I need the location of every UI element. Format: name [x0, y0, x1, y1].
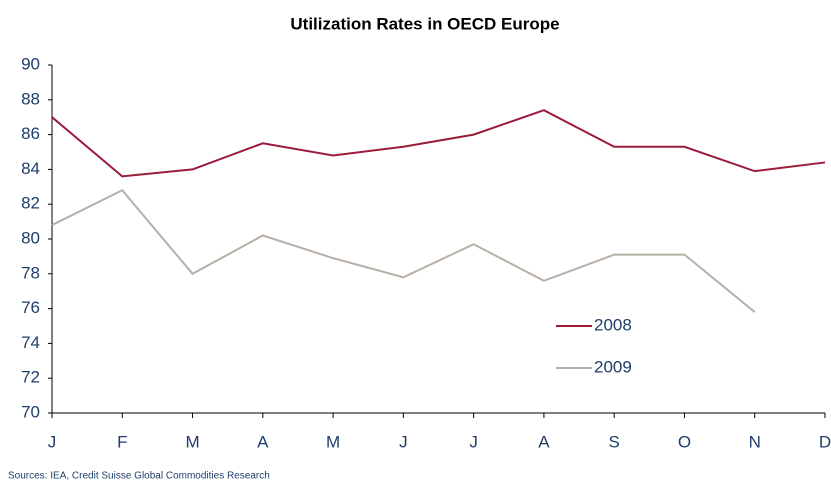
x-tick-label: M: [326, 432, 340, 451]
y-tick-label: 80: [21, 228, 40, 247]
x-tick-label: M: [185, 432, 199, 451]
chart-title: Utilization Rates in OECD Europe: [290, 14, 559, 33]
y-tick-label: 84: [21, 159, 40, 178]
source-note: Sources: IEA, Credit Suisse Global Commo…: [8, 471, 270, 482]
x-tick-label: S: [609, 432, 620, 451]
y-tick-label: 88: [21, 89, 40, 108]
x-tick-label: N: [749, 432, 761, 451]
line-series: [51, 109, 826, 178]
y-tick-label: 72: [21, 368, 40, 387]
y-tick-label: 90: [21, 54, 40, 73]
x-tick-label: F: [117, 432, 127, 451]
y-tick-label: 74: [21, 333, 40, 352]
y-tick-label: 86: [21, 124, 40, 143]
x-tick-label: O: [678, 432, 691, 451]
x-tick-label: D: [819, 432, 831, 451]
legend-label: 2008: [594, 315, 632, 334]
y-tick-label: 82: [21, 194, 40, 213]
x-tick-label: J: [48, 432, 57, 451]
y-tick-label: 76: [21, 298, 40, 317]
x-tick-label: A: [538, 432, 550, 451]
legend-label: 2009: [594, 357, 632, 376]
y-tick-label: 70: [21, 402, 40, 421]
y-tick-label: 78: [21, 263, 40, 282]
x-tick-label: A: [257, 432, 269, 451]
x-tick-label: J: [469, 432, 478, 451]
x-tick-label: J: [399, 432, 408, 451]
line-series: [51, 189, 756, 313]
